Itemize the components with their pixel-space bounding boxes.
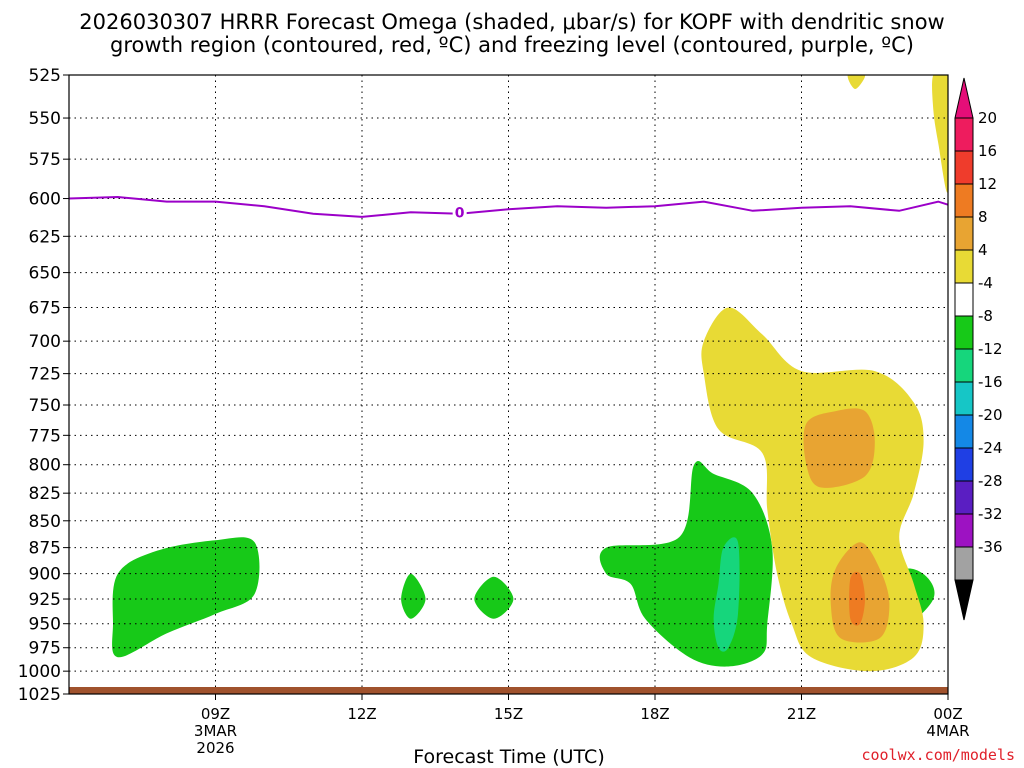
colorbar-swatch-4 (954, 249, 974, 284)
colorbar-swatch-0 (954, 117, 974, 152)
dotted-grid (69, 75, 949, 694)
colorbar-label-3: 8 (978, 208, 988, 226)
y-tick-label-950: 950 (29, 615, 61, 635)
omega-region-sink-lower-peak (849, 571, 865, 626)
y-tick-label-700: 700 (29, 332, 61, 352)
x-tick-year-09Z: 2026 (196, 739, 234, 757)
colorbar-label-4: 4 (978, 241, 988, 259)
x-tick-label-21Z: 21Z (787, 705, 816, 723)
omega-region-lift-left (112, 537, 260, 658)
chart-title-line-1: 2026030307 HRRR Forecast Omega (shaded, … (79, 10, 944, 34)
x-tick-label-09Z: 09Z (201, 705, 230, 723)
y-tick-label-625: 625 (29, 227, 61, 247)
omega-region-lift-1900z-core (713, 537, 740, 652)
chart-title-line-2: growth region (contoured, red, ºC) and f… (110, 33, 914, 57)
x-tick-date-00Z: 4MAR (926, 722, 969, 740)
colorbar-label-7: -12 (978, 340, 1003, 358)
colorbar-label-2: 12 (978, 175, 997, 193)
omega-region-lift-1500z (474, 576, 514, 619)
colorbar-swatch-12 (954, 513, 974, 548)
site-credit: coolwx.com/models (861, 746, 1015, 764)
y-tick-label-525: 525 (29, 66, 61, 86)
colorbar-label-0: 20 (978, 109, 997, 127)
omega-region-sink-top-right (932, 75, 948, 193)
x-tick-label-00Z: 00Z (933, 705, 962, 723)
colorbar-swatch-13 (954, 546, 974, 581)
y-tick-label-600: 600 (29, 190, 61, 210)
y-tick-label-800: 800 (29, 456, 61, 476)
x-tick-label-12Z: 12Z (347, 705, 376, 723)
y-tick-label-1025: 1025 (18, 685, 61, 705)
omega-region-sink-top-tiny (847, 75, 866, 89)
y-tick-label-825: 825 (29, 484, 61, 504)
colorbar-swatch-5 (954, 282, 974, 317)
x-tick-label-18Z: 18Z (640, 705, 669, 723)
x-axis-title: Forecast Time (UTC) (413, 746, 604, 768)
colorbar-swatch-8 (954, 381, 974, 416)
colorbar-swatch-11 (954, 480, 974, 515)
colorbar-swatch-2 (954, 183, 974, 218)
colorbar-swatch-3 (954, 216, 974, 251)
colorbar-label-8: -16 (978, 373, 1003, 391)
omega-shading (112, 75, 948, 672)
colorbar-swatch-10 (954, 447, 974, 482)
colorbar-label-11: -28 (978, 472, 1003, 490)
y-tick-label-850: 850 (29, 512, 61, 532)
colorbar-label-9: -20 (978, 406, 1003, 424)
y-tick-label-775: 775 (29, 426, 61, 446)
colorbar-swatch-6 (954, 315, 974, 350)
colorbar-label-12: -32 (978, 505, 1003, 523)
y-tick-label-1000: 1000 (18, 662, 61, 682)
colorbar-bottom-triangle (954, 579, 974, 621)
colorbar-label-10: -24 (978, 439, 1003, 457)
y-tick-label-875: 875 (29, 539, 61, 559)
colorbar-top-triangle (954, 77, 974, 119)
colorbar-swatch-7 (954, 348, 974, 383)
colorbar-swatch-9 (954, 414, 974, 449)
omega-region-lift-1900z (599, 461, 773, 667)
colorbar-label-13: -36 (978, 538, 1003, 556)
colorbar-swatch-1 (954, 150, 974, 185)
colorbar-label-5: -4 (978, 274, 993, 292)
x-tick-label-15Z: 15Z (494, 705, 523, 723)
y-tick-label-900: 900 (29, 565, 61, 585)
omega-region-sink-upper-core (803, 408, 875, 488)
omega-region-lift-1300z (401, 573, 426, 619)
omega-colorbar: 20 16 12 8 4 -4 -8 -12 -16 -20 -24 -28 -32 -36 (954, 77, 1003, 621)
freezing-level-label-bg (452, 204, 467, 221)
x-tick-date-09Z: 3MAR (194, 722, 237, 740)
freezing-level-line (68, 195, 949, 218)
y-tick-label-750: 750 (29, 396, 61, 416)
y-tick-label-550: 550 (29, 109, 61, 129)
ground-strip (69, 687, 948, 694)
y-tick-label-975: 975 (29, 639, 61, 659)
colorbar-label-1: 16 (978, 142, 997, 160)
y-tick-label-650: 650 (29, 264, 61, 284)
y-tick-label-675: 675 (29, 299, 61, 319)
freezing-level-label: 0 (455, 205, 465, 221)
pressure-axis: 525 550 575 600 625 650 675 700 725 750 775 800 825 8… (18, 66, 69, 705)
y-tick-label-575: 575 (29, 150, 61, 170)
y-tick-label-725: 725 (29, 365, 61, 385)
freezing-level: 0 (68, 195, 949, 221)
colorbar-label-6: -8 (978, 307, 993, 325)
y-tick-label-925: 925 (29, 590, 61, 610)
